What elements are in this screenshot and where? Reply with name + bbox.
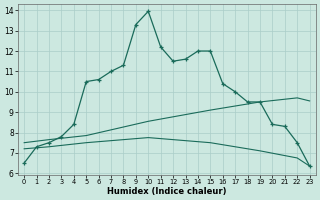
X-axis label: Humidex (Indice chaleur): Humidex (Indice chaleur): [107, 187, 227, 196]
